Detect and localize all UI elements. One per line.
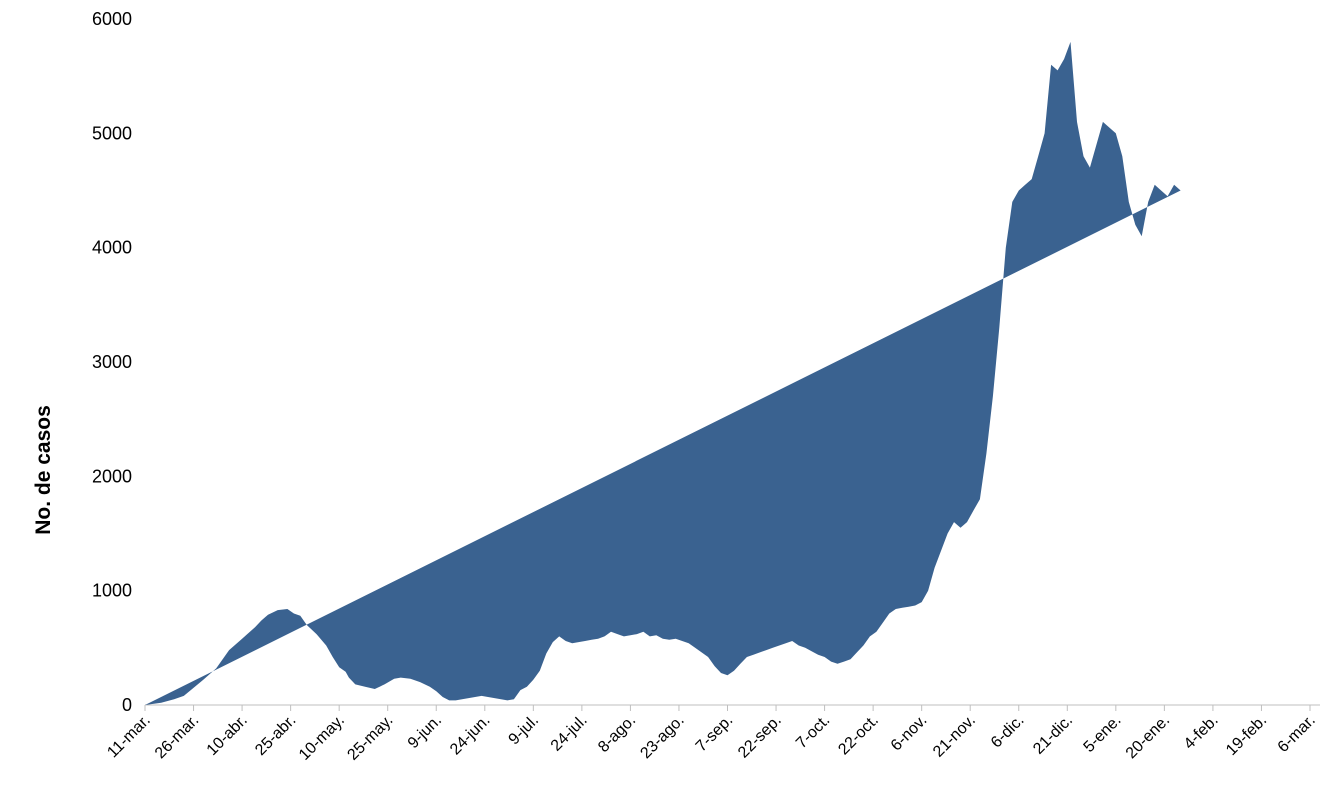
x-tick-label: 8-ago.: [595, 712, 639, 756]
area-series: [145, 41, 1181, 705]
x-tick-label: 22-oct.: [835, 712, 882, 759]
x-tick-label: 23-ago.: [637, 712, 687, 762]
x-tick-label: 5-ene.: [1081, 712, 1125, 756]
x-tick-label: 10-abr.: [204, 712, 251, 759]
x-tick-label: 24-jul.: [548, 712, 591, 755]
y-tick-label: 0: [122, 695, 132, 715]
x-tick-label: 7-oct.: [793, 712, 833, 752]
y-tick-label: 2000: [92, 466, 132, 486]
y-tick-label: 4000: [92, 238, 132, 258]
y-axis-label: No. de casos: [32, 405, 55, 535]
y-tick-label: 5000: [92, 123, 132, 143]
x-tick-label: 6-dic.: [988, 712, 1028, 752]
x-tick-label: 21-nov.: [930, 712, 979, 761]
x-tick-label: 22-sep.: [735, 712, 785, 762]
x-tick-label: 9-jun.: [405, 712, 445, 752]
x-tick-label: 10-may.: [296, 712, 348, 764]
x-tick-label: 25-may.: [344, 712, 396, 764]
x-tick-label: 6-nov.: [888, 712, 931, 755]
x-tick-label: 19-feb.: [1223, 712, 1270, 759]
x-tick-label: 21-dic.: [1030, 712, 1076, 758]
y-tick-label: 1000: [92, 581, 132, 601]
x-tick-label: 24-jun.: [447, 712, 494, 759]
x-tick-label: 9-jul.: [506, 712, 543, 749]
x-tick-label: 6-mar.: [1275, 712, 1319, 756]
x-tick-label: 7-sep.: [693, 712, 736, 755]
x-tick-label: 25-abr.: [252, 712, 299, 759]
y-tick-label: 6000: [92, 9, 132, 29]
y-axis-ticks: 0 1000 2000 3000 4000 5000 6000: [92, 9, 132, 715]
x-axis-ticks: 11-mar.26-mar. 10-abr. 25-abr.10-may.25-ma…: [104, 705, 1319, 764]
y-tick-label: 3000: [92, 352, 132, 372]
x-tick-label: 11-mar.: [104, 712, 154, 762]
x-tick-label: 20-ene.: [1123, 712, 1173, 762]
x-tick-label: 26-mar.: [152, 712, 202, 762]
x-tick-label: 4-feb.: [1181, 712, 1222, 753]
